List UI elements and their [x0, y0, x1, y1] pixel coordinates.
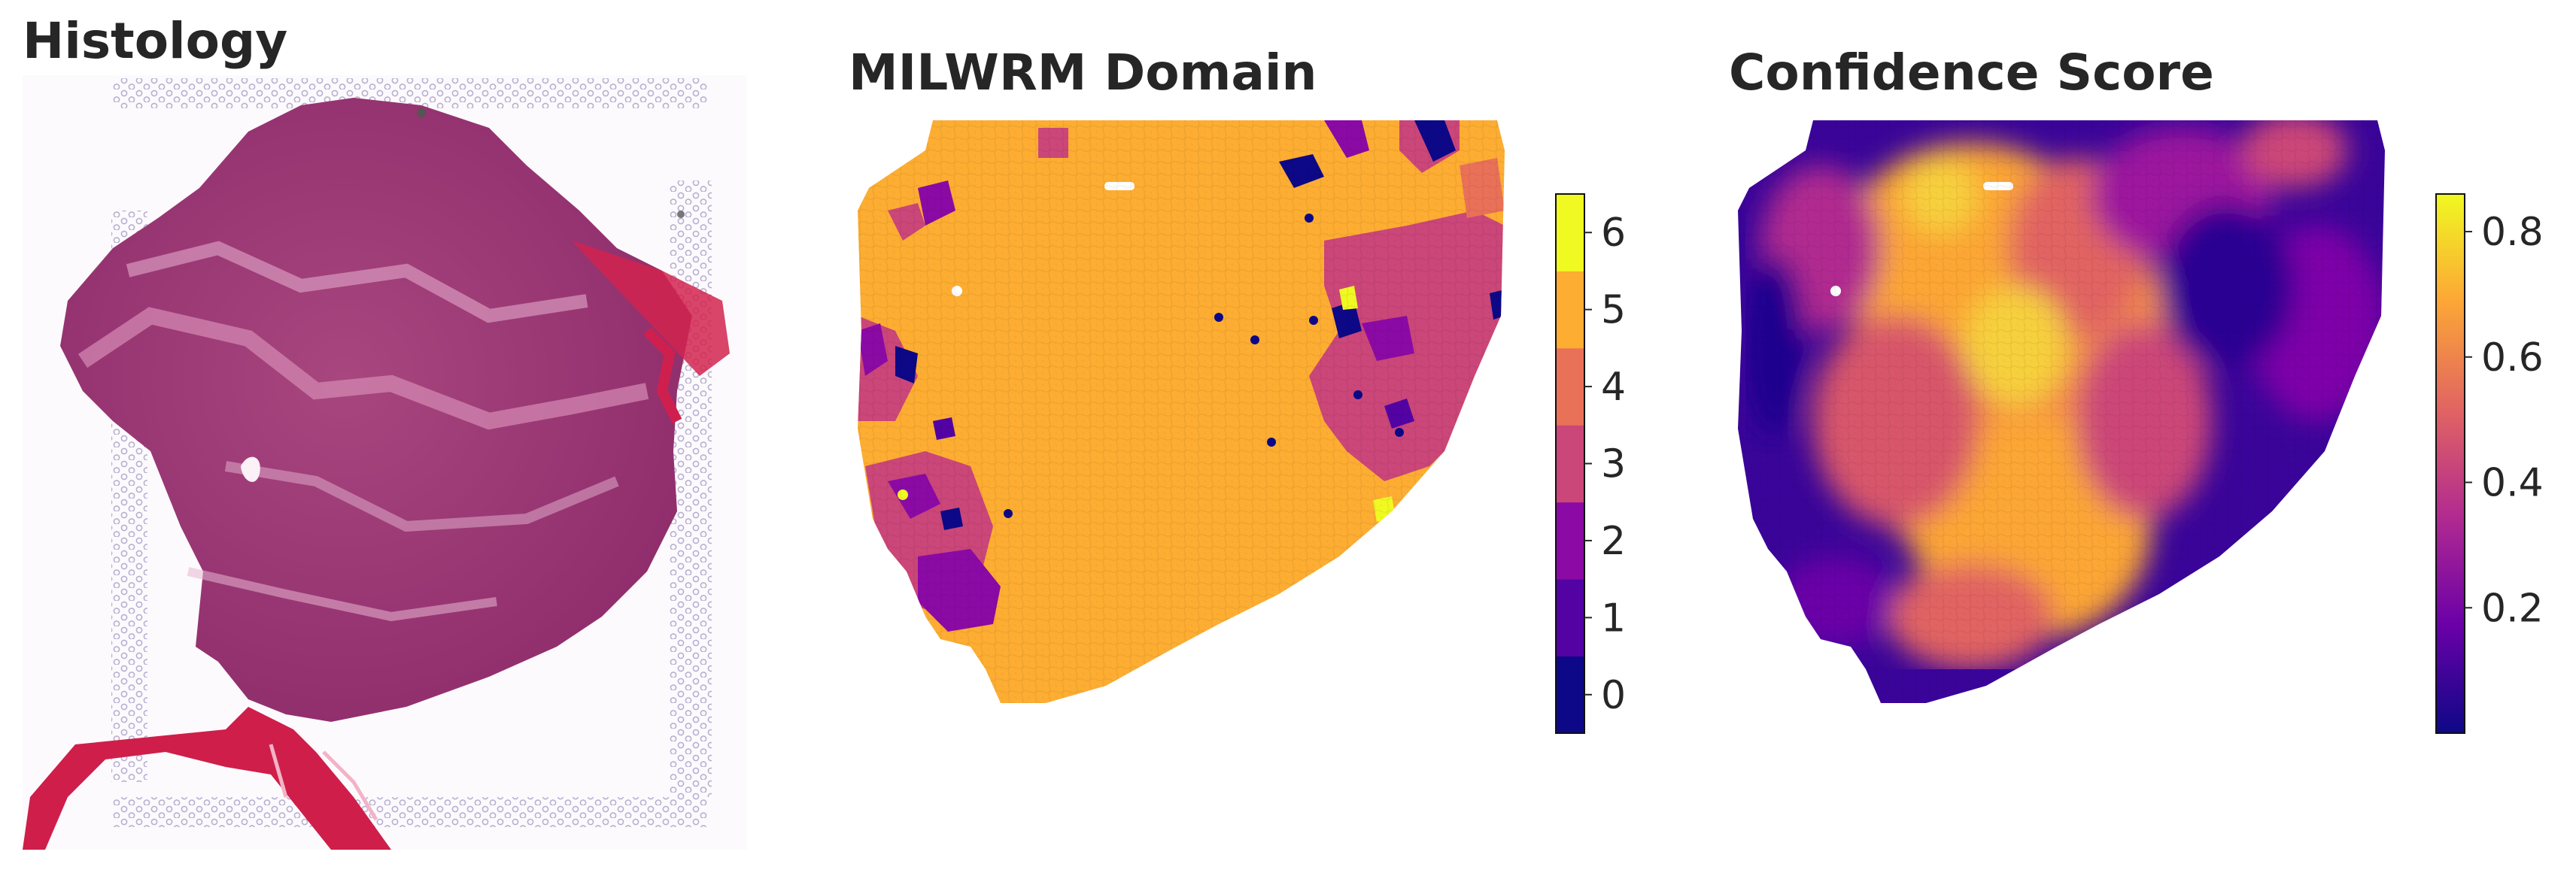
domain-colorbar-tick-label: 0: [1601, 673, 1626, 718]
confidence-map: [1738, 120, 2385, 703]
domain-colorbar-tick-label: 5: [1601, 288, 1626, 333]
confidence-title: Confidence Score: [1729, 44, 2214, 102]
domain-colorbar-segment: [1556, 425, 1584, 503]
confidence-colorbar-gradient: [2436, 194, 2465, 733]
domain-colorbar-segment: [1556, 347, 1584, 426]
domain-title: MILWRM Domain: [849, 44, 1317, 102]
domain-colorbar-tick-label: 1: [1601, 596, 1626, 641]
domain-colorbar-segment: [1556, 579, 1584, 657]
domain-colorbar-tick-label: 6: [1601, 211, 1626, 256]
confidence-colorbar-tick-label: 0.8: [2481, 210, 2544, 255]
domain-colorbar: 0 1 2 3 4 5 6: [1555, 193, 1626, 734]
confidence-colorbar-tick-label: 0.4: [2481, 461, 2544, 506]
histology-image: [23, 75, 746, 850]
domain-colorbar-tick-label: 4: [1601, 365, 1626, 410]
confidence-colorbar-tick-label: 0.6: [2481, 335, 2544, 380]
domain-map: [858, 120, 1505, 703]
confidence-colorbar: 0.2 0.4 0.6 0.8: [2435, 193, 2544, 734]
domain-colorbar-tick-label: 2: [1601, 519, 1626, 564]
domain-colorbar-segment: [1556, 194, 1584, 271]
confidence-colorbar-tick-label: 0.2: [2481, 586, 2544, 631]
domain-colorbar-segment: [1556, 656, 1584, 734]
domain-colorbar-tick-label: 3: [1601, 442, 1626, 487]
domain-colorbar-segment: [1556, 271, 1584, 349]
histology-title: Histology: [23, 12, 288, 70]
domain-colorbar-segment: [1556, 502, 1584, 580]
